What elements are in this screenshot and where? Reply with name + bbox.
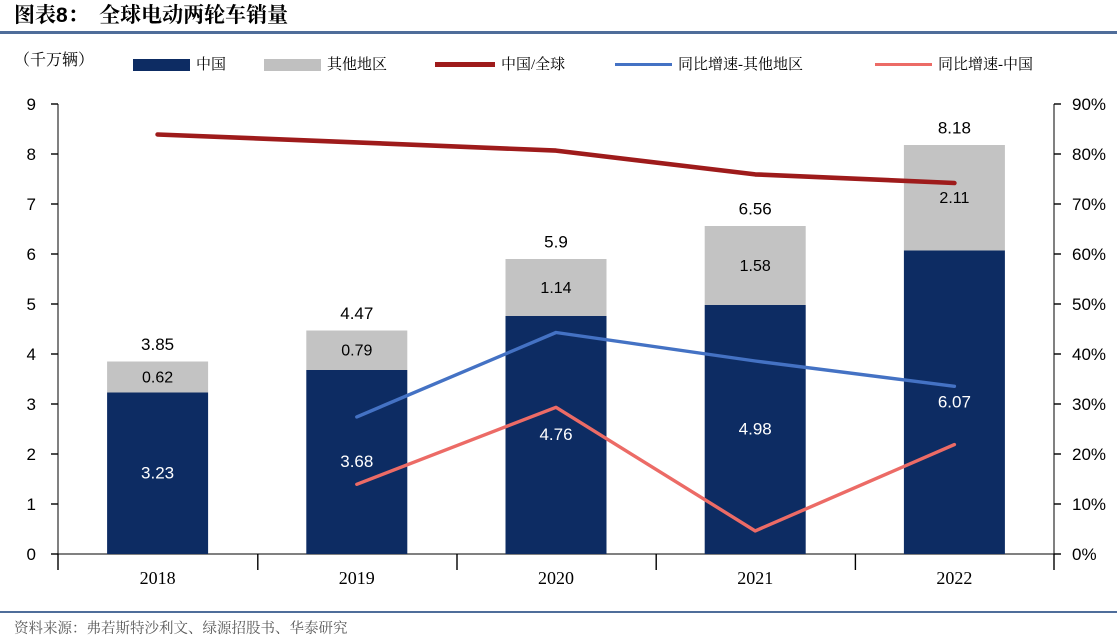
svg-text:90%: 90% <box>1072 95 1106 114</box>
svg-text:9: 9 <box>27 95 36 114</box>
svg-text:4: 4 <box>27 345 36 364</box>
svg-text:4.76: 4.76 <box>539 425 572 444</box>
svg-text:80%: 80% <box>1072 145 1106 164</box>
svg-text:6.56: 6.56 <box>739 200 772 219</box>
svg-text:0%: 0% <box>1072 545 1097 564</box>
svg-text:2020: 2020 <box>538 568 574 588</box>
svg-text:40%: 40% <box>1072 345 1106 364</box>
svg-text:8.18: 8.18 <box>938 119 971 138</box>
svg-text:50%: 50% <box>1072 295 1106 314</box>
svg-text:5.9: 5.9 <box>544 233 568 252</box>
svg-text:2: 2 <box>27 445 36 464</box>
svg-text:2021: 2021 <box>737 568 773 588</box>
svg-text:1: 1 <box>27 495 36 514</box>
svg-text:8: 8 <box>27 145 36 164</box>
svg-text:6: 6 <box>27 245 36 264</box>
svg-text:3.23: 3.23 <box>141 463 174 482</box>
svg-text:0: 0 <box>27 545 36 564</box>
svg-text:20%: 20% <box>1072 445 1106 464</box>
svg-text:5: 5 <box>27 295 36 314</box>
svg-text:0.79: 0.79 <box>341 343 372 360</box>
svg-text:3.68: 3.68 <box>340 452 373 471</box>
svg-text:4.98: 4.98 <box>739 420 772 439</box>
svg-text:30%: 30% <box>1072 395 1106 414</box>
svg-text:2022: 2022 <box>936 568 972 588</box>
svg-text:10%: 10% <box>1072 495 1106 514</box>
svg-text:3: 3 <box>27 395 36 414</box>
svg-text:1.14: 1.14 <box>540 280 571 297</box>
svg-text:4.47: 4.47 <box>340 304 373 323</box>
svg-text:1.58: 1.58 <box>740 258 771 275</box>
svg-text:70%: 70% <box>1072 195 1106 214</box>
svg-text:2.11: 2.11 <box>939 190 969 207</box>
svg-text:2019: 2019 <box>339 568 375 588</box>
svg-text:3.85: 3.85 <box>141 335 174 354</box>
svg-text:60%: 60% <box>1072 245 1106 264</box>
svg-text:6.07: 6.07 <box>938 392 971 411</box>
svg-text:2018: 2018 <box>140 568 176 588</box>
svg-text:0.62: 0.62 <box>142 369 173 386</box>
svg-text:7: 7 <box>27 195 36 214</box>
